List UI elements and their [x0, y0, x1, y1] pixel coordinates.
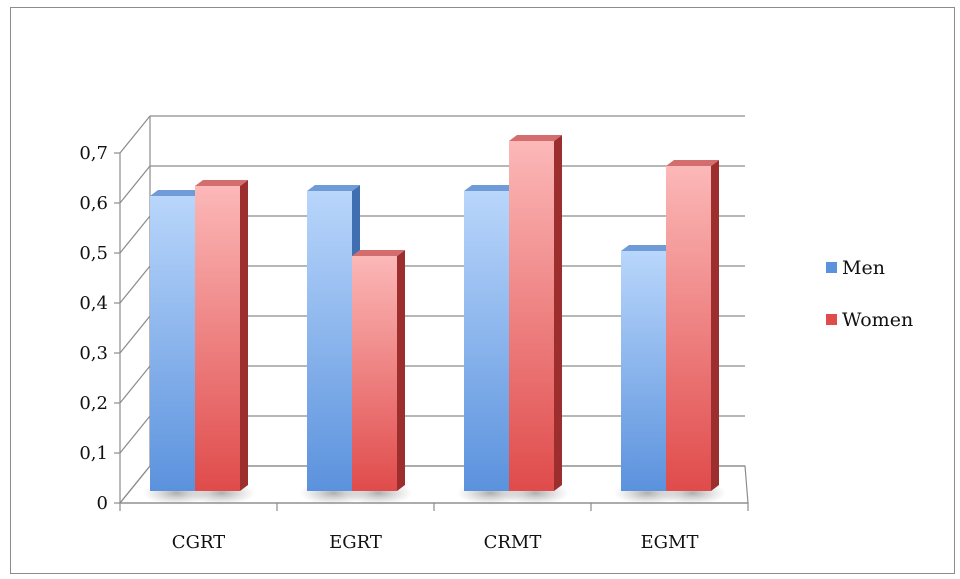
y-tick-label: 0,7 — [79, 143, 108, 164]
gridline-side — [119, 165, 151, 204]
gridline-side — [119, 265, 151, 304]
y-axis-ticks: 0 0,1 0,2 0,3 0,4 0,5 0,6 0,7 — [79, 143, 120, 514]
x-tick-label: CGRT — [172, 532, 225, 553]
bar-women-egmt — [666, 166, 711, 491]
y-tick-label: 0,3 — [79, 343, 108, 364]
bar-top — [666, 160, 719, 166]
bar-top — [307, 185, 360, 191]
bar-side — [397, 250, 405, 491]
bar-women-cgrt — [195, 186, 240, 491]
bar-men-egmt — [621, 251, 666, 491]
gridline-side — [119, 215, 151, 254]
bar-women-crmt — [509, 141, 554, 491]
x-tick-label: CRMT — [484, 532, 542, 553]
y-tick-label: 0,5 — [79, 243, 108, 264]
bar-side — [554, 135, 562, 491]
gridline-side — [119, 115, 151, 154]
bar-top — [464, 185, 517, 191]
bar-women-egrt — [352, 256, 397, 491]
x-axis-ticks: CGRT EGRT CRMT EGMT — [119, 503, 749, 553]
bars — [150, 135, 719, 491]
y-tick-label: 0,6 — [79, 193, 108, 214]
bar-men-egrt — [307, 191, 352, 491]
legend-swatch — [826, 262, 837, 273]
legend-label: Men — [842, 257, 885, 279]
bar-top — [621, 245, 674, 251]
y-tick-label: 0,2 — [79, 393, 108, 414]
legend-label: Women — [842, 309, 913, 331]
y-tick-label: 0,1 — [79, 443, 108, 464]
bar-top — [509, 135, 562, 141]
bar-men-cgrt — [150, 196, 195, 491]
gridline-side — [119, 415, 151, 454]
x-tick-label: EGMT — [641, 532, 699, 553]
bar-top — [352, 250, 405, 256]
bar-men-crmt — [464, 191, 509, 491]
bar-side — [711, 160, 719, 491]
legend-swatch — [826, 314, 837, 325]
y-tick-label: 0,4 — [79, 293, 108, 314]
x-tick-label: EGRT — [329, 532, 382, 553]
legend: Men Women — [826, 257, 913, 331]
gridline-side — [119, 365, 151, 404]
bar-top — [195, 180, 248, 186]
bar-side — [240, 180, 248, 491]
bar-top — [150, 190, 203, 196]
y-tick-label: 0 — [97, 493, 108, 514]
gridline-side — [119, 315, 151, 354]
